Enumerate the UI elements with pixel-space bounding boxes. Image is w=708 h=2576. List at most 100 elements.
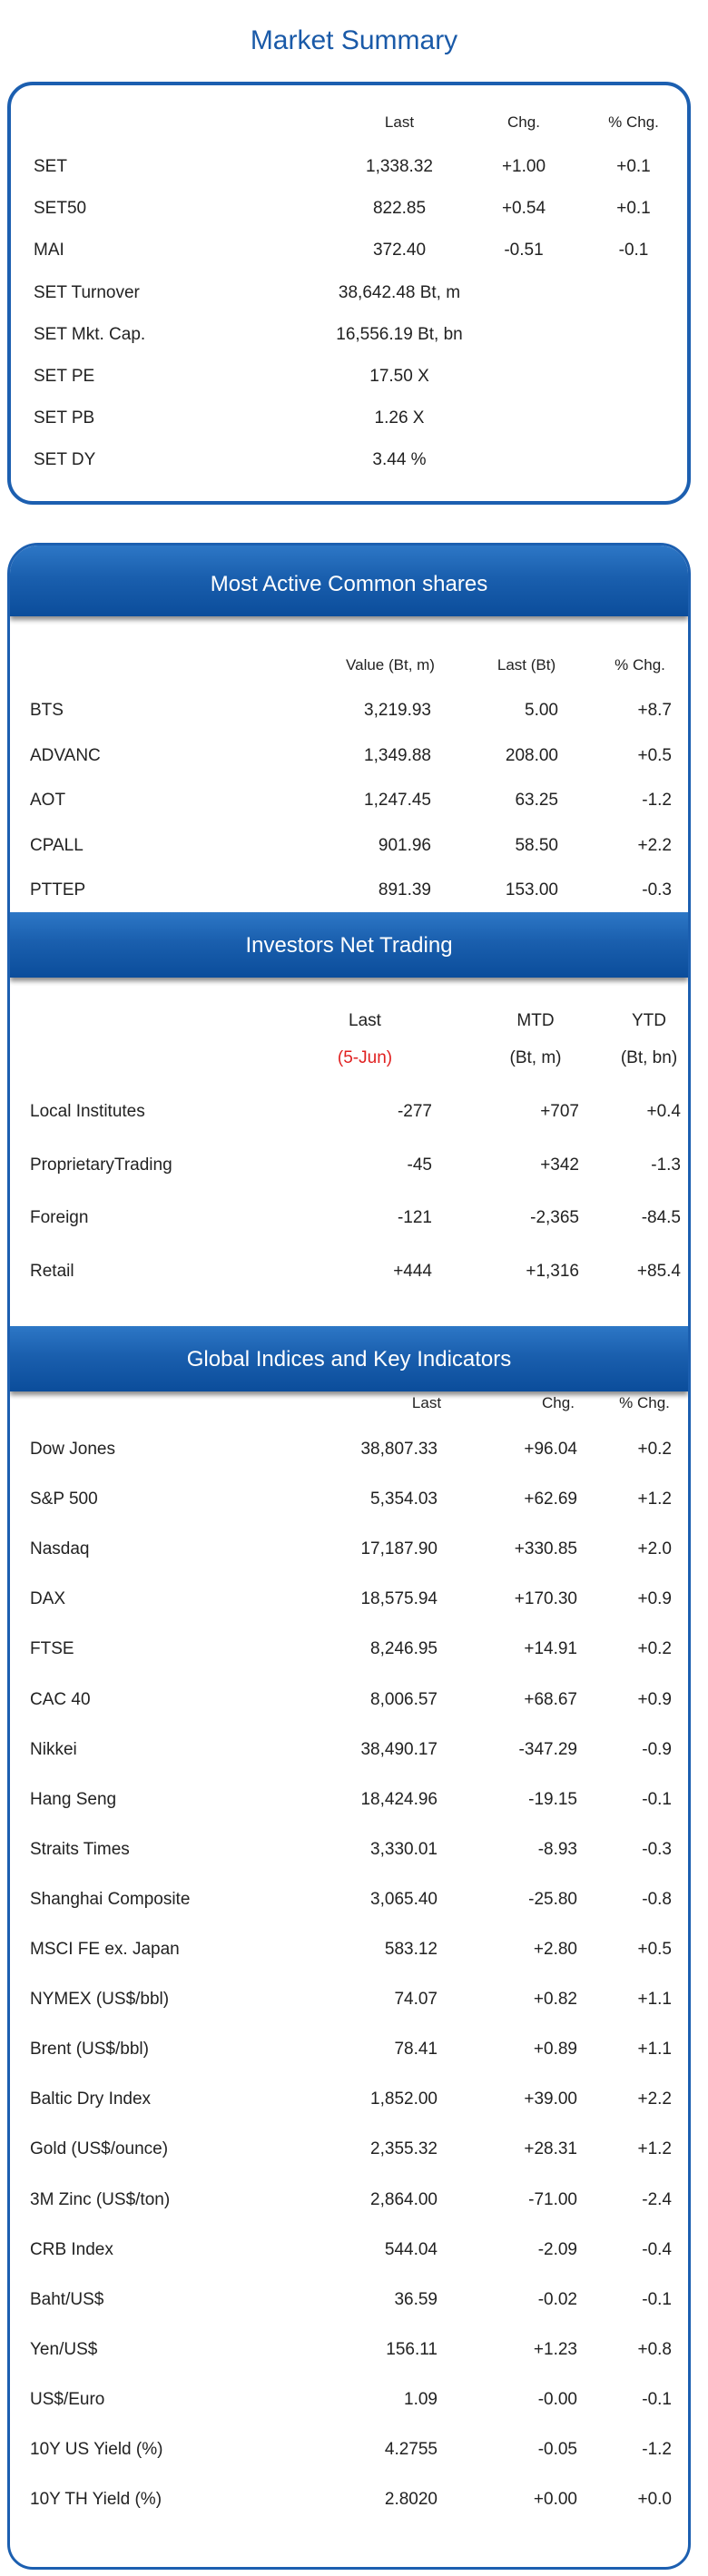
most-active-title: Most Active Common shares	[210, 572, 488, 596]
row-chg: +0.89	[533, 2040, 577, 2059]
row-chg: -0.51	[504, 241, 544, 260]
market-details-panel: Most Active Common shares Investors Net …	[7, 543, 691, 2570]
row-pct-chg: +0.1	[616, 157, 651, 176]
row-pct-chg: +0.2	[637, 1639, 672, 1658]
row-chg: +62.69	[524, 1490, 577, 1509]
row-value: 891.39	[378, 880, 431, 900]
row-label: AOT	[30, 791, 66, 810]
row-last: 208.00	[505, 746, 558, 765]
row-last: 1.09	[404, 2390, 438, 2409]
row-last: 583.12	[384, 1940, 438, 1959]
row-last: 17.50 X	[369, 367, 429, 386]
row-chg: +0.00	[533, 2490, 577, 2509]
row-pct-chg: -1.2	[642, 791, 672, 810]
row-ytd: -1.3	[651, 1155, 681, 1175]
row-pct-chg: +2.2	[637, 2089, 672, 2109]
market-summary-panel	[7, 82, 691, 505]
row-chg: -25.80	[528, 1890, 577, 1909]
row-pct-chg: -0.3	[642, 1840, 672, 1859]
row-chg: -19.15	[528, 1790, 577, 1809]
row-label: ProprietaryTrading	[30, 1155, 172, 1175]
row-last: 38,642.48 Bt, m	[338, 283, 461, 302]
most-active-header-band: Most Active Common shares	[10, 546, 688, 616]
row-value: 3,219.93	[364, 701, 431, 720]
row-label: CAC 40	[30, 1690, 91, 1709]
global-header-band: Global Indices and Key Indicators	[10, 1326, 688, 1391]
header-pct-chg: % Chg.	[615, 656, 665, 673]
row-value: 1,349.88	[364, 746, 431, 765]
row-chg: -347.29	[518, 1740, 577, 1759]
row-last: 372.40	[372, 241, 427, 260]
row-chg: +96.04	[524, 1440, 577, 1459]
row-label: MSCI FE ex. Japan	[30, 1940, 180, 1959]
header-date: (5-Jun)	[337, 1048, 393, 1067]
row-chg: +330.85	[514, 1539, 577, 1558]
row-label: SET Mkt. Cap.	[34, 325, 146, 344]
row-last: +444	[393, 1262, 432, 1281]
row-last: 3,065.40	[370, 1890, 438, 1909]
row-label: CPALL	[30, 836, 84, 855]
row-last: 18,424.96	[360, 1790, 438, 1809]
row-last: 63.25	[515, 791, 558, 810]
row-last: 78.41	[394, 2040, 438, 2059]
row-label: US$/Euro	[30, 2390, 105, 2409]
row-last: 3.44 %	[372, 450, 427, 469]
row-label: Nikkei	[30, 1740, 77, 1759]
row-label: Nasdaq	[30, 1539, 90, 1558]
row-chg: +0.54	[501, 199, 546, 218]
row-chg: +1.23	[533, 2340, 577, 2359]
row-last: 1,338.32	[366, 157, 433, 176]
row-pct-chg: -0.4	[642, 2240, 672, 2259]
row-label: Brent (US$/bbl)	[30, 2040, 149, 2059]
row-chg: -71.00	[528, 2190, 577, 2209]
row-last: 16,556.19 Bt, bn	[336, 325, 463, 344]
header-value: Value (Bt, m)	[346, 656, 435, 673]
row-pct-chg: -2.4	[642, 2190, 672, 2209]
row-pct-chg: +1.1	[637, 1990, 672, 2009]
row-label: S&P 500	[30, 1490, 98, 1509]
row-last: 74.07	[394, 1990, 438, 2009]
row-chg: +28.31	[524, 2139, 577, 2158]
row-last: -277	[397, 1102, 432, 1121]
row-last: -121	[397, 1208, 432, 1227]
investors-title: Investors Net Trading	[245, 933, 453, 958]
row-last: 18,575.94	[360, 1589, 438, 1608]
row-label: Baht/US$	[30, 2290, 104, 2309]
row-label: PTTEP	[30, 880, 86, 900]
row-label: Dow Jones	[30, 1440, 115, 1459]
row-label: SET50	[34, 199, 87, 218]
header-ytd: YTD	[632, 1011, 666, 1030]
row-last: 3,330.01	[370, 1840, 438, 1859]
row-label: SET PB	[34, 408, 95, 428]
row-pct-chg: +1.2	[637, 1490, 672, 1509]
row-chg: +68.67	[524, 1690, 577, 1709]
row-label: SET	[34, 157, 67, 176]
row-last: 38,490.17	[360, 1740, 438, 1759]
row-mtd: +707	[540, 1102, 579, 1121]
row-pct-chg: +0.2	[637, 1440, 672, 1459]
row-label: DAX	[30, 1589, 66, 1608]
row-last: 4.2755	[384, 2440, 438, 2459]
row-last: 5,354.03	[370, 1490, 438, 1509]
row-value: 901.96	[378, 836, 431, 855]
row-label: ADVANC	[30, 746, 101, 765]
row-label: Baltic Dry Index	[30, 2089, 152, 2109]
row-chg: -0.05	[537, 2440, 577, 2459]
header-mtd: MTD	[516, 1011, 555, 1030]
row-value: 1,247.45	[364, 791, 431, 810]
row-label: Gold (US$/ounce)	[30, 2139, 169, 2158]
row-ytd: +0.4	[646, 1102, 681, 1121]
row-last: 8,006.57	[370, 1690, 438, 1709]
row-last: -45	[407, 1155, 432, 1175]
row-pct-chg: -0.8	[642, 1890, 672, 1909]
row-pct-chg: +0.9	[637, 1690, 672, 1709]
investors-header-band: Investors Net Trading	[10, 912, 688, 978]
row-pct-chg: +0.5	[637, 1940, 672, 1959]
row-pct-chg: -0.1	[618, 241, 649, 260]
row-label: Local Institutes	[30, 1102, 145, 1121]
row-label: Shanghai Composite	[30, 1890, 191, 1909]
row-last: 1.26 X	[374, 408, 425, 428]
row-last: 153.00	[505, 880, 558, 900]
header-pct-chg: % Chg.	[619, 1394, 670, 1411]
row-label: NYMEX (US$/bbl)	[30, 1990, 170, 2009]
